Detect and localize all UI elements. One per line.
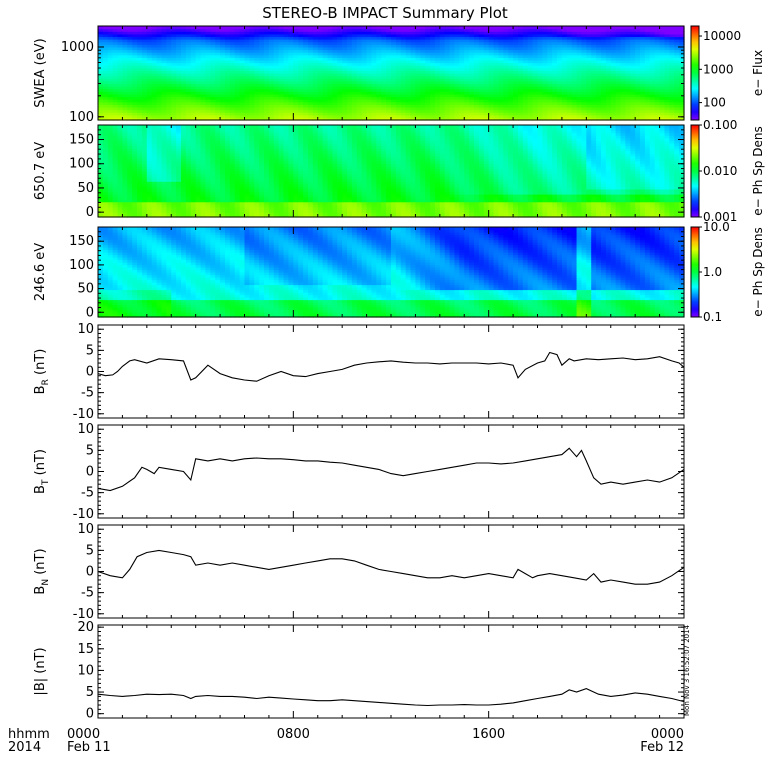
panels: 100 1000 10000 e− Flux 100 1000 SWEA (eV) 0.001… <box>33 26 765 722</box>
pad650-cells <box>98 125 685 218</box>
swea-colorbar-label: e− Flux <box>751 50 765 96</box>
swea-ytick-label: 100 <box>69 110 94 125</box>
panel-swea: 100 1000 10000 e− Flux 100 1000 SWEA (eV) <box>33 26 765 125</box>
swea-colorbar-tick-label: 10000 <box>703 29 741 43</box>
swea-colorbar-tick-label: 1000 <box>703 62 734 76</box>
swea-cells <box>98 26 685 121</box>
swea-ytick-label: 1000 <box>61 40 94 55</box>
swea-colorbar <box>691 26 699 120</box>
plot-title: STEREO-B IMPACT Summary Plot <box>262 4 508 22</box>
swea-colorbar-tick-label: 100 <box>703 96 726 110</box>
swea-ylabel: SWEA (eV) <box>33 38 48 107</box>
